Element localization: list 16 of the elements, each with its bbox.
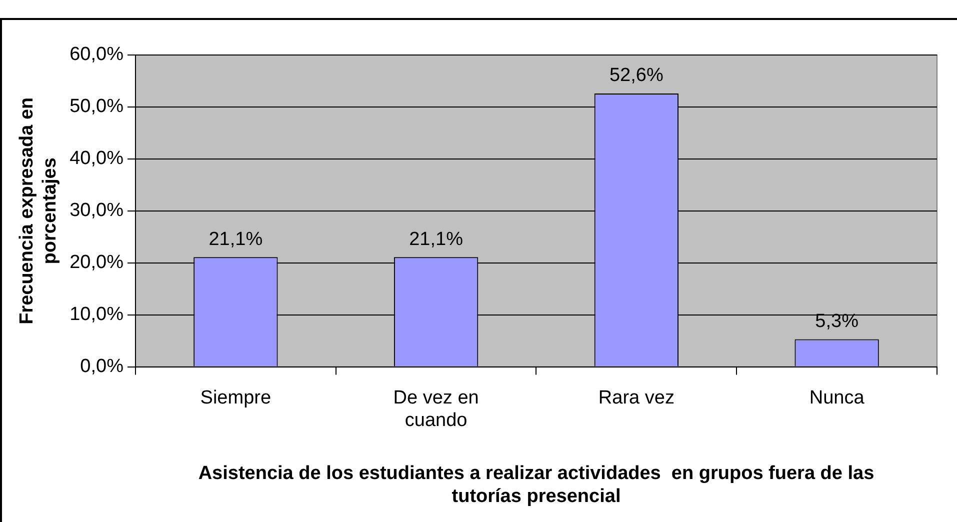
x-axis-title: Asistencia de los estudiantes a realizar actividades en grupos fuera de las tutorías presencial: [198, 463, 874, 507]
y-tick-label: 10,0%: [70, 304, 124, 326]
y-tick-label: 0,0%: [80, 356, 124, 378]
y-tick-label: 50,0%: [70, 96, 124, 118]
x-tick-label: Rara vez: [598, 387, 674, 408]
y-tick-label: 60,0%: [70, 44, 124, 66]
data-label: 21,1%: [409, 228, 464, 250]
data-label: 52,6%: [609, 65, 664, 86]
y-tick-label: 40,0%: [70, 148, 124, 170]
y-tick-label: 30,0%: [70, 200, 124, 222]
x-tick-label: De vez en cuando: [393, 387, 479, 432]
y-axis-title: Frecuencia expresada en porcentajes: [16, 97, 60, 324]
x-tick-label: Nunca: [809, 387, 865, 408]
data-label: 21,1%: [208, 228, 263, 250]
y-tick-label: 20,0%: [70, 252, 124, 274]
x-tick-label: Siempre: [200, 387, 272, 408]
